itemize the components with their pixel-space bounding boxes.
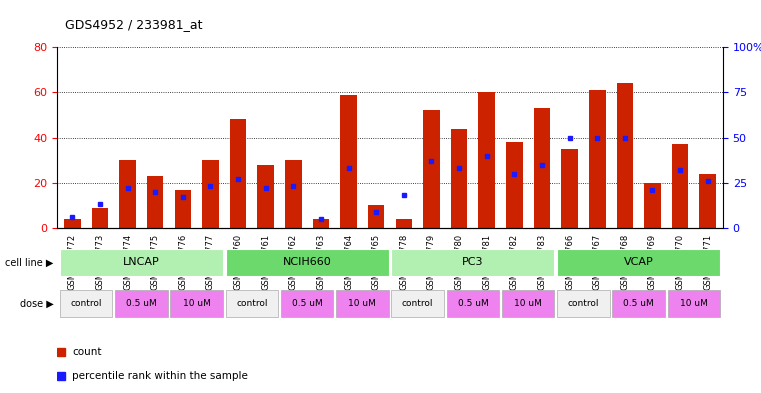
Bar [479, 92, 495, 228]
Bar [562, 149, 578, 228]
Bar [225, 290, 278, 317]
Bar [396, 219, 412, 228]
Bar [170, 290, 223, 317]
Text: 0.5 uM: 0.5 uM [291, 299, 323, 308]
Bar [423, 110, 440, 228]
Bar [119, 160, 135, 228]
Bar [557, 249, 720, 275]
Bar [451, 129, 467, 228]
Bar [391, 290, 444, 317]
Bar [589, 90, 606, 228]
Bar [616, 83, 633, 228]
Text: PC3: PC3 [462, 257, 484, 267]
Bar [340, 95, 357, 228]
Text: 0.5 uM: 0.5 uM [126, 299, 157, 308]
Bar [174, 189, 191, 228]
Text: count: count [72, 347, 102, 357]
Bar [115, 290, 167, 317]
Bar [391, 249, 555, 275]
Text: 0.5 uM: 0.5 uM [623, 299, 654, 308]
Bar [533, 108, 550, 228]
Bar [202, 160, 218, 228]
Bar [613, 290, 665, 317]
Bar [257, 165, 274, 228]
Bar [667, 290, 720, 317]
Text: control: control [236, 299, 268, 308]
Bar [230, 119, 247, 228]
Text: NCIH660: NCIH660 [283, 257, 332, 267]
Text: control: control [568, 299, 599, 308]
Bar [225, 249, 389, 275]
Bar [368, 205, 384, 228]
Text: percentile rank within the sample: percentile rank within the sample [72, 371, 248, 381]
Text: control: control [402, 299, 434, 308]
Text: cell line ▶: cell line ▶ [5, 257, 53, 267]
Bar [60, 249, 223, 275]
Bar [336, 290, 389, 317]
Text: 10 uM: 10 uM [514, 299, 542, 308]
Bar [64, 219, 81, 228]
Bar [502, 290, 555, 317]
Text: control: control [70, 299, 102, 308]
Bar [506, 142, 523, 228]
Text: 10 uM: 10 uM [183, 299, 211, 308]
Bar [91, 208, 108, 228]
Bar [557, 290, 610, 317]
Text: GDS4952 / 233981_at: GDS4952 / 233981_at [65, 18, 202, 31]
Bar [645, 183, 661, 228]
Text: dose ▶: dose ▶ [20, 299, 53, 309]
Bar [285, 160, 301, 228]
Bar [281, 290, 333, 317]
Bar [699, 174, 716, 228]
Bar [60, 290, 113, 317]
Bar [313, 219, 330, 228]
Text: LNCAP: LNCAP [123, 257, 160, 267]
Bar [147, 176, 164, 228]
Text: VCAP: VCAP [624, 257, 654, 267]
Bar [447, 290, 499, 317]
Bar [672, 144, 689, 228]
Text: 10 uM: 10 uM [680, 299, 708, 308]
Text: 0.5 uM: 0.5 uM [457, 299, 489, 308]
Text: 10 uM: 10 uM [349, 299, 377, 308]
